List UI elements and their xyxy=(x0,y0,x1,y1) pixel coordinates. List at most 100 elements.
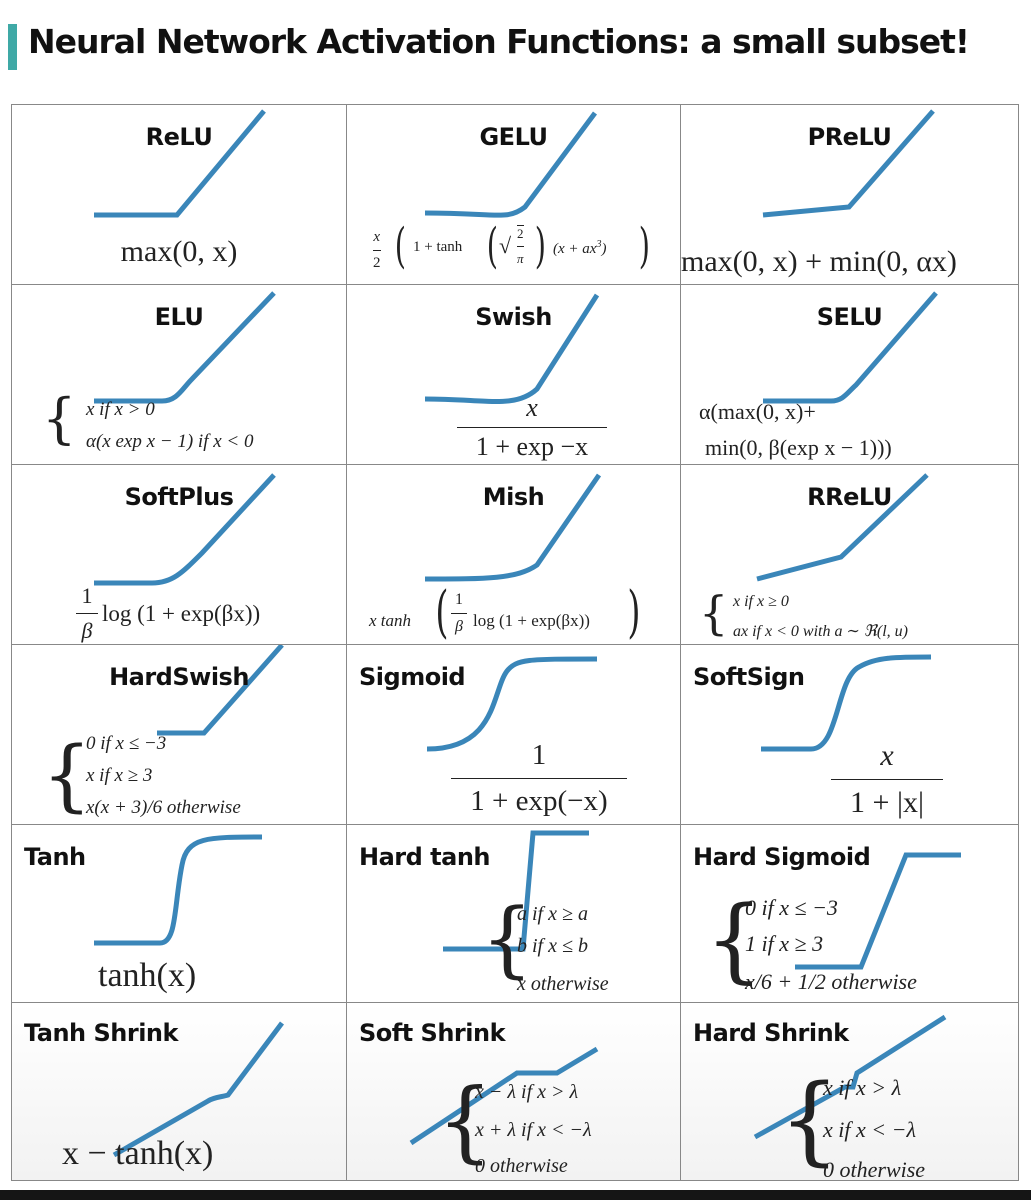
formula-denominator: 2 xyxy=(373,250,381,272)
activation-curve xyxy=(443,830,589,952)
elu-curve xyxy=(94,291,276,404)
soft-shrink-curve xyxy=(409,1046,599,1146)
hard-tanh-curve xyxy=(443,830,589,952)
formula-poly-close: ) xyxy=(601,241,607,257)
formula-denominator: β xyxy=(451,613,467,636)
swish-curve xyxy=(424,293,600,404)
formula: x − tanh(x) xyxy=(62,1135,214,1172)
cell-relu: ReLU max(0, x) xyxy=(12,105,347,285)
function-name: ELU xyxy=(154,303,204,331)
formula-case-2: ax if x < 0 with a ∼ ℜ(l, u) xyxy=(733,623,908,640)
activation-curve xyxy=(112,1021,284,1158)
activation-curve xyxy=(424,473,602,582)
function-name: Soft Shrink xyxy=(359,1019,506,1047)
prelu-curve xyxy=(762,109,935,218)
hard-sigmoid-curve xyxy=(795,852,961,970)
activation-curve xyxy=(424,111,598,218)
activation-curve xyxy=(795,852,961,970)
gelu-curve xyxy=(424,111,598,218)
function-name: GELU xyxy=(479,123,548,151)
function-name: Hard tanh xyxy=(359,843,491,871)
formula-tanh: x tanh xyxy=(369,611,412,630)
formula-case-1: x if x > λ xyxy=(823,1075,902,1100)
formula-case-2: b if x ≤ b xyxy=(517,935,588,957)
formula-case-2: x if x < −λ xyxy=(823,1117,916,1142)
formula-case-2: x + λ if x < −λ xyxy=(475,1119,592,1141)
formula: max(0, x) xyxy=(120,235,238,268)
function-name: Sigmoid xyxy=(359,663,466,691)
formula-tanh: 1 + tanh xyxy=(413,239,463,255)
formula-case-2: x if x ≥ 3 xyxy=(86,765,153,786)
formula-case-3: 0 otherwise xyxy=(823,1157,926,1180)
formula-case-3: x/6 + 1/2 otherwise xyxy=(745,969,917,994)
activation-curve xyxy=(94,834,263,946)
activation-curve xyxy=(424,293,600,404)
formula-sqrt-numerator: 2 xyxy=(517,225,524,246)
function-name: Tanh Shrink xyxy=(24,1019,178,1047)
header: Neural Network Activation Functions: a s… xyxy=(0,0,1031,100)
cell-hardswish: HardSwish { 0 if x ≤ −3 x if x ≥ 3 x(x +… xyxy=(12,645,347,825)
formula-case-3: x otherwise xyxy=(517,973,609,995)
sigmoid-curve xyxy=(426,656,598,752)
formula-case-2: 1 if x ≥ 3 xyxy=(745,931,824,956)
softsign-curve xyxy=(761,654,932,752)
formula-case-1: x if x > 0 xyxy=(86,399,155,420)
formula: max(0, x) + min(0, αx) xyxy=(681,245,957,278)
tanh-shrink-curve xyxy=(112,1021,284,1158)
formula-numerator: x xyxy=(880,739,894,772)
cell-softplus: SoftPlus 1 β log (1 + exp(βx)) xyxy=(12,465,347,645)
cell-selu: SELU α(max(0, x)+ min(0, β(exp x − 1))) xyxy=(681,285,1018,465)
tanh-curve xyxy=(94,834,263,946)
function-name: Mish xyxy=(482,483,545,511)
cell-elu: ELU { x if x > 0 α(x exp x − 1) if x < 0 xyxy=(12,285,347,465)
cell-softsign: SoftSign x 1 + |x| xyxy=(681,645,1018,825)
activation-curve xyxy=(94,473,276,586)
function-name: HardSwish xyxy=(109,663,249,691)
formula-log: log (1 + exp(βx)) xyxy=(102,601,261,626)
function-name: PReLU xyxy=(807,123,892,151)
function-name: Hard Shrink xyxy=(693,1019,849,1047)
formula-numerator: 1 xyxy=(455,591,463,608)
activation-curve xyxy=(426,656,598,752)
formula-sqrt-denominator: π xyxy=(517,246,524,267)
formula-case-3: x(x + 3)/6 otherwise xyxy=(86,797,241,818)
cell-tanh: Tanh tanh(x) xyxy=(12,825,347,1003)
formula-case-3: 0 otherwise xyxy=(475,1155,568,1177)
formula-numerator: 1 xyxy=(81,583,93,608)
formula: tanh(x) xyxy=(98,957,197,994)
title-accent-bar xyxy=(8,24,17,70)
hardswish-curve xyxy=(157,645,284,736)
cell-hard-sigmoid: Hard Sigmoid { 0 if x ≤ −3 1 if x ≥ 3 x/… xyxy=(681,825,1018,1003)
formula-denominator: β xyxy=(76,613,98,644)
function-name: RReLU xyxy=(807,483,892,511)
activation-curve xyxy=(763,291,938,404)
activation-curve xyxy=(762,109,935,218)
formula: x 1 + exp −x xyxy=(457,393,607,462)
formula-case-1: x − λ if x > λ xyxy=(475,1081,579,1103)
formula: 1 1 + exp(−x) xyxy=(451,739,627,818)
formula-case-1: a if x ≥ a xyxy=(517,903,588,925)
formula-fraction: 1 β xyxy=(451,591,467,636)
function-name: SoftPlus xyxy=(124,483,234,511)
formula-case-2: α(x exp x − 1) if x < 0 xyxy=(86,431,254,452)
rrelu-curve xyxy=(756,473,929,582)
activation-curve xyxy=(409,1046,599,1146)
formula-case-1: 0 if x ≤ −3 xyxy=(86,733,167,754)
function-name: Tanh xyxy=(24,843,86,871)
formula-denominator: 1 + |x| xyxy=(831,779,943,820)
formula-line-1: α(max(0, x)+ xyxy=(699,399,816,424)
function-name: Hard Sigmoid xyxy=(693,843,871,871)
formula-exponent: 3 xyxy=(596,239,602,250)
cell-mish: Mish x tanh ( 1 β log (1 + exp(βx)) ) xyxy=(347,465,681,645)
cell-swish: Swish x 1 + exp −x xyxy=(347,285,681,465)
activation-curve xyxy=(753,1014,947,1140)
formula-denominator: 1 + exp −x xyxy=(457,427,607,462)
formula-numerator: x xyxy=(373,229,381,245)
cell-soft-shrink: Soft Shrink { x − λ if x > λ x + λ if x … xyxy=(347,1003,681,1180)
formula-denominator: 1 + exp(−x) xyxy=(451,778,627,818)
formula-case-1: 0 if x ≤ −3 xyxy=(745,895,838,920)
cell-hard-shrink: Hard Shrink { x if x > λ x if x < −λ 0 o… xyxy=(681,1003,1018,1180)
cell-prelu: PReLU max(0, x) + min(0, αx) xyxy=(681,105,1018,285)
